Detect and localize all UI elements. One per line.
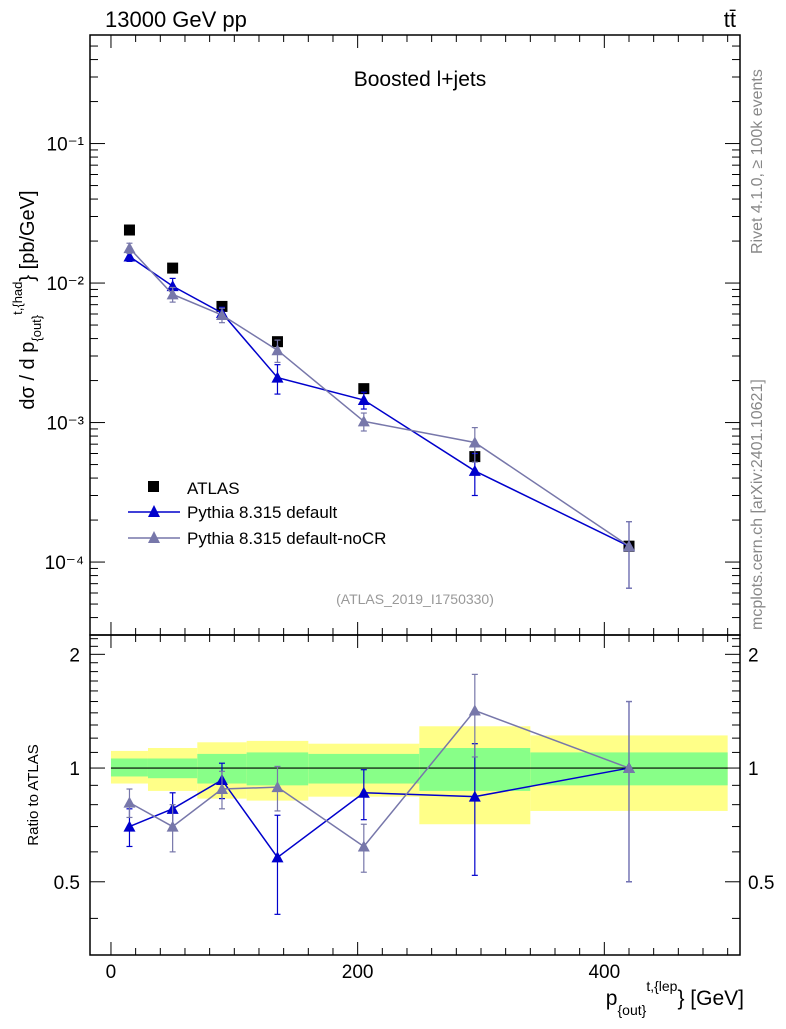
- main-series: [123, 224, 635, 589]
- x-label-suffix: } [GeV]: [677, 987, 744, 1010]
- atlas-point: [358, 383, 370, 395]
- x-tick-label: 0: [106, 962, 117, 983]
- ratio-point-nocr: [468, 704, 481, 716]
- ratio-series: [123, 673, 635, 915]
- series-point-default: [166, 280, 179, 292]
- legend-marker-default: [148, 505, 160, 517]
- legend-marker-nocr: [148, 531, 160, 543]
- ratio-point-default: [271, 851, 284, 863]
- x-label-base: p: [606, 987, 618, 1010]
- ratio-point-nocr: [123, 796, 136, 808]
- legend: ATLAS Pythia 8.315 default Pythia 8.315 …: [128, 479, 386, 548]
- legend-label-nocr: Pythia 8.315 default-noCR: [187, 529, 386, 548]
- series-line-nocr: [128, 247, 630, 547]
- y-label-suffix: } [pb/GeV]: [17, 190, 39, 281]
- series-point-default: [468, 464, 481, 476]
- ratio-point-default: [123, 820, 136, 832]
- y-tick-label: 10⁻³: [47, 414, 85, 435]
- ratio-tick-label-left: 2: [69, 645, 80, 666]
- series-point-nocr: [271, 344, 284, 356]
- ratio-point-nocr: [166, 820, 179, 832]
- series-point-nocr: [357, 415, 370, 427]
- ratio-tick-label-right: 2: [748, 645, 759, 666]
- x-tick-label: 400: [588, 962, 620, 983]
- x-tick-label: 200: [342, 962, 374, 983]
- y-tick-label: 10⁻¹: [47, 135, 85, 156]
- rivet-label: Rivet 4.1.0, ≥ 100k events: [749, 69, 766, 254]
- y-label-prefix: dσ / d p: [17, 342, 39, 410]
- ratio-y-label: Ratio to ATLAS: [25, 744, 42, 845]
- series-point-default: [123, 250, 136, 262]
- axis-ticks: [90, 35, 740, 955]
- ratio-panel-frame: [89, 634, 741, 956]
- ratio-bands: [110, 726, 728, 825]
- series-point-nocr: [166, 288, 179, 300]
- ratio-point-default: [468, 790, 481, 802]
- header-left: 13000 GeV pp: [105, 7, 247, 32]
- legend-label-default: Pythia 8.315 default: [187, 503, 338, 522]
- atlas-point: [167, 262, 179, 274]
- ratio-tick-label-left: 0.5: [54, 873, 80, 894]
- ratio-point-nocr: [622, 762, 635, 774]
- ratio-point-nocr: [215, 783, 228, 795]
- atlas-point: [216, 300, 228, 312]
- ratio-tick-label-right: 1: [748, 759, 759, 780]
- atlas-point: [123, 224, 135, 236]
- y-label-sup: t,{had: [10, 282, 25, 315]
- series-point-default: [271, 371, 284, 383]
- series-point-nocr: [622, 540, 635, 552]
- ratio-point-nocr: [357, 840, 370, 852]
- y-label-sub: {out}: [29, 314, 44, 341]
- series-point-nocr: [215, 309, 228, 321]
- y-tick-label: 10⁻⁴: [45, 553, 84, 574]
- mcplots-label: mcplots.cern.ch [arXiv:2401.10621]: [749, 379, 766, 630]
- ratio-tick-label-left: 1: [69, 759, 80, 780]
- x-axis-label: p{out}t,{lep} [GeV]: [606, 978, 744, 1018]
- y-axis-label: dσ / d p{out} t,{had} [pb/GeV]: [10, 190, 44, 409]
- ratio-tick-label-right: 0.5: [748, 873, 774, 894]
- chart-title: Boosted l+jets: [354, 68, 487, 91]
- series-point-default: [357, 394, 370, 406]
- header-right: tt̄: [724, 7, 736, 32]
- ratio-point-default: [357, 786, 370, 798]
- legend-marker-atlas: [148, 481, 159, 492]
- analysis-id: (ATLAS_2019_I1750330): [336, 591, 494, 607]
- series-point-nocr: [468, 436, 481, 448]
- legend-label-atlas: ATLAS: [187, 479, 240, 498]
- series-point-nocr: [123, 242, 136, 254]
- x-label-sub: {out}: [617, 1002, 646, 1018]
- ratio-point-nocr: [271, 781, 284, 793]
- x-label-sup: t,{lep: [646, 978, 677, 994]
- axis-tick-labels: 0 200 400 10⁻⁴ 10⁻³ 10⁻² 10⁻¹ 0.5 0.5 1 1 2 2: [45, 135, 775, 983]
- y-tick-label: 10⁻²: [47, 274, 85, 295]
